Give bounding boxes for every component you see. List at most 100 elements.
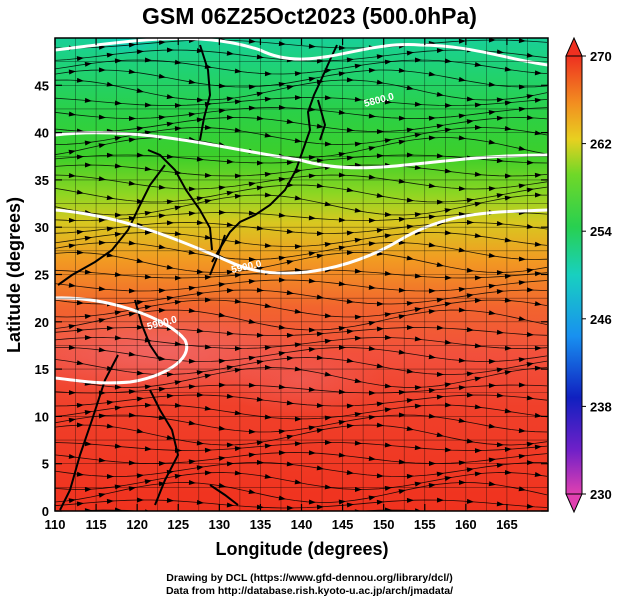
wind-arrow: [496, 221, 504, 227]
wind-arrow: [526, 395, 534, 401]
wind-arrow: [166, 393, 174, 399]
wind-arrow: [218, 382, 226, 388]
wind-arrow: [526, 115, 534, 121]
wind-arrow: [218, 185, 226, 191]
wind-arrow: [384, 334, 392, 340]
wind-arrow: [166, 220, 174, 226]
wind-arrow: [158, 307, 166, 313]
wind-arrow: [488, 457, 496, 463]
wind-arrow: [346, 358, 354, 364]
colorbar-tick-label: 262: [590, 137, 612, 152]
wind-arrow: [346, 77, 354, 83]
wind-arrow: [428, 242, 436, 248]
wind-arrow: [504, 370, 512, 376]
wind-arrow: [534, 345, 542, 351]
streamline: [55, 327, 548, 336]
wind-arrow: [226, 222, 234, 228]
wind-arrow: [128, 215, 136, 221]
wind-arrow: [398, 115, 406, 121]
wind-arrow: [144, 166, 152, 172]
wind-arrow: [444, 476, 452, 481]
wind-arrow: [534, 444, 542, 450]
wind-arrow: [474, 404, 482, 410]
wind-arrow: [226, 115, 234, 121]
wind-arrow: [264, 71, 272, 77]
wind-arrow: [488, 310, 496, 316]
wind-arrow: [518, 453, 526, 459]
wind-arrow: [398, 459, 406, 465]
y-tick-label: 45: [35, 78, 49, 93]
wind-arrow: [98, 240, 106, 246]
wind-arrow: [526, 268, 534, 274]
wind-arrow: [526, 224, 534, 230]
wind-arrow: [316, 58, 324, 64]
wind-arrow: [474, 201, 482, 207]
wind-arrow: [218, 483, 226, 488]
wind-arrow: [204, 405, 212, 411]
wind-arrow: [106, 498, 114, 504]
wind-arrow: [354, 335, 362, 341]
wind-arrow: [406, 224, 414, 230]
wind-arrow: [286, 290, 294, 296]
wind-arrow: [406, 85, 414, 91]
wind-arrow: [188, 186, 196, 192]
wind-arrow: [496, 501, 504, 507]
wind-arrow: [188, 79, 196, 85]
wind-arrow: [294, 479, 302, 485]
wind-arrow: [526, 287, 534, 293]
wind-arrow: [98, 457, 106, 463]
wind-arrow: [188, 459, 196, 465]
wind-arrow: [68, 172, 76, 178]
wind-arrow: [474, 62, 482, 67]
wind-arrow: [436, 394, 444, 400]
wind-arrow: [444, 275, 452, 281]
wind-arrow: [444, 127, 452, 133]
wind-arrow: [354, 487, 362, 493]
wind-arrow: [384, 383, 392, 389]
colorbar-tick-label: 230: [590, 487, 612, 502]
wind-arrow: [414, 336, 422, 342]
wind-arrow: [144, 402, 152, 408]
wind-arrow: [294, 244, 302, 250]
wind-arrow: [488, 383, 496, 389]
wind-arrow: [286, 332, 294, 338]
wind-arrow: [248, 278, 256, 284]
wind-arrow: [84, 61, 92, 67]
wind-arrow: [428, 387, 436, 393]
wind-arrow: [308, 251, 316, 257]
wind-arrow: [324, 338, 332, 344]
wind-arrow: [286, 434, 294, 440]
wind-arrow: [264, 473, 272, 479]
wind-arrow: [76, 327, 84, 333]
wind-arrow: [144, 210, 152, 216]
wind-arrow: [286, 259, 294, 265]
wind-arrow: [106, 52, 114, 58]
wind-arrow: [406, 50, 414, 56]
wind-arrow: [76, 402, 84, 408]
wind-arrow: [406, 325, 414, 331]
wind-arrow: [226, 190, 234, 196]
wind-arrow: [68, 417, 76, 423]
wind-arrow: [98, 492, 106, 498]
wind-arrow: [136, 396, 144, 402]
wind-arrow: [286, 355, 294, 361]
wind-arrow: [248, 105, 256, 111]
wind-arrow: [496, 367, 504, 373]
wind-arrow: [526, 332, 534, 338]
credits: Drawing by DCL (https://www.gfd-dennou.o…: [0, 572, 619, 598]
wind-arrow: [144, 102, 152, 108]
y-tick-label: 5: [42, 457, 49, 472]
x-tick-label: 150: [373, 517, 395, 532]
wind-arrow: [316, 230, 324, 236]
wind-arrow: [106, 400, 114, 406]
wind-arrow: [226, 442, 234, 448]
wind-arrow: [354, 63, 362, 69]
colorbar-tick-label: 238: [590, 399, 612, 414]
wind-arrow: [406, 300, 414, 306]
y-tick-label: 25: [35, 268, 49, 283]
streamline: [55, 394, 548, 407]
wind-arrow: [428, 288, 436, 294]
wind-arrow: [294, 138, 302, 144]
wind-arrow: [204, 274, 212, 280]
wind-arrow: [294, 95, 302, 101]
